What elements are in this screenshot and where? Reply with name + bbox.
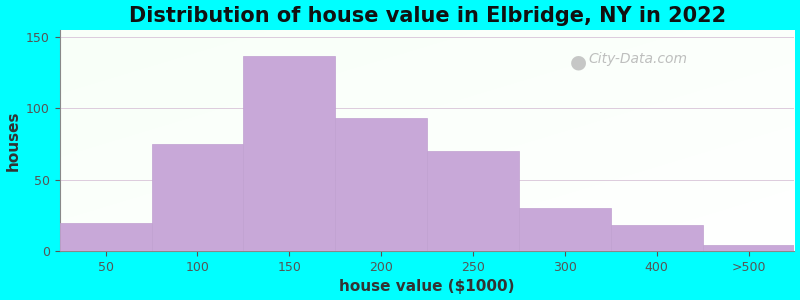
Text: City-Data.com: City-Data.com <box>589 52 688 66</box>
Y-axis label: houses: houses <box>6 110 21 171</box>
Text: ●: ● <box>570 52 587 71</box>
Title: Distribution of house value in Elbridge, NY in 2022: Distribution of house value in Elbridge,… <box>129 6 726 26</box>
Bar <box>427 151 519 251</box>
Bar <box>60 223 151 251</box>
Bar <box>702 245 794 251</box>
Bar <box>151 144 243 251</box>
X-axis label: house value ($1000): house value ($1000) <box>339 279 515 294</box>
Bar <box>519 208 610 251</box>
Bar <box>243 56 335 251</box>
Bar <box>335 118 427 251</box>
Bar <box>610 226 702 251</box>
